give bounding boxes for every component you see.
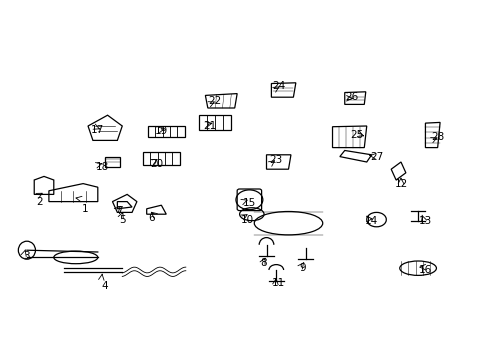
Text: 18: 18 <box>96 162 109 172</box>
Text: 16: 16 <box>418 265 431 275</box>
Text: 17: 17 <box>91 125 104 135</box>
Text: 20: 20 <box>150 159 163 169</box>
Text: 28: 28 <box>430 132 444 142</box>
Text: 12: 12 <box>393 179 407 189</box>
Text: 5: 5 <box>119 215 125 225</box>
Text: 10: 10 <box>240 215 253 225</box>
Text: 24: 24 <box>271 81 285 91</box>
Text: 22: 22 <box>208 96 222 106</box>
Text: 1: 1 <box>82 204 89 214</box>
Text: 4: 4 <box>102 281 108 291</box>
Text: 7: 7 <box>116 206 123 216</box>
Bar <box>199 115 230 130</box>
Text: 25: 25 <box>349 130 363 140</box>
Bar <box>148 126 184 137</box>
Text: 23: 23 <box>269 155 283 165</box>
Text: 11: 11 <box>271 278 285 288</box>
Text: 8: 8 <box>260 258 267 268</box>
Text: 6: 6 <box>148 213 155 223</box>
Text: 26: 26 <box>345 92 358 102</box>
Text: 3: 3 <box>23 251 30 261</box>
Text: 19: 19 <box>154 126 168 136</box>
Text: 9: 9 <box>299 263 306 273</box>
Text: 14: 14 <box>364 216 378 226</box>
Text: 15: 15 <box>242 198 256 208</box>
Text: 27: 27 <box>369 152 383 162</box>
Text: 21: 21 <box>203 121 217 131</box>
Text: 13: 13 <box>418 216 431 226</box>
Text: 2: 2 <box>36 197 42 207</box>
Bar <box>143 152 180 165</box>
